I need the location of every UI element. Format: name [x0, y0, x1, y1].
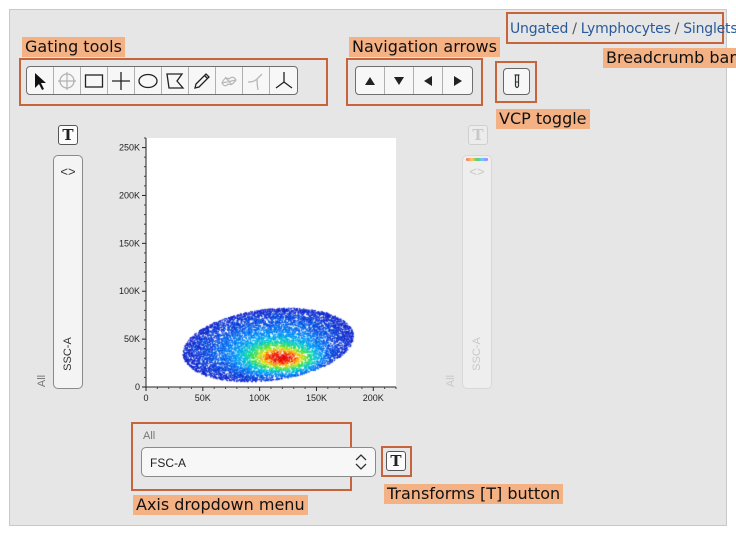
- breadcrumb: Ungated / Lymphocytes / Singlets: [510, 21, 736, 37]
- y-axis-population: All: [36, 374, 49, 388]
- chevron-expand-icon: <>: [469, 164, 485, 179]
- triangle-down-icon: [394, 76, 404, 85]
- callout-breadcrumb-bar: Breadcrumb bar: [603, 48, 736, 68]
- x-transforms-button[interactable]: T: [386, 451, 406, 471]
- spider-gate-icon: [275, 71, 292, 89]
- gating-toolbar: [26, 66, 298, 95]
- navigation-arrows: [355, 66, 473, 95]
- curly-quadrant-tool-button[interactable]: [243, 67, 270, 94]
- y2-transforms-button[interactable]: T: [468, 125, 488, 145]
- chevron-expand-icon: <>: [60, 164, 76, 179]
- plot-area[interactable]: [146, 138, 396, 387]
- y2-axis-param: SSC-A: [471, 337, 483, 371]
- freehand-tool-button[interactable]: [189, 67, 216, 94]
- triangle-right-icon: [453, 75, 462, 86]
- pointer-tool-button[interactable]: [27, 67, 54, 94]
- polygon-icon: [166, 72, 185, 89]
- callout-gating-tools: Gating tools: [22, 37, 125, 57]
- y2-axis-dropdown[interactable]: <> SSC-A: [462, 155, 492, 389]
- nav-up-button[interactable]: [356, 67, 385, 94]
- callout-axis-dropdown: Axis dropdown menu: [133, 495, 308, 515]
- spider-web-icon: [221, 76, 237, 86]
- breadcrumb-item-lymphocytes[interactable]: Lymphocytes: [580, 21, 671, 37]
- highlight-gating-tools: [19, 58, 328, 106]
- ellipse-tool-button[interactable]: [135, 67, 162, 94]
- breadcrumb-separator: /: [572, 21, 577, 37]
- triangle-up-icon: [365, 76, 375, 85]
- polygon-tool-button[interactable]: [162, 67, 189, 94]
- rectangle-icon: [84, 73, 104, 88]
- curly-quadrant-icon: [247, 73, 263, 90]
- y-axis-dropdown[interactable]: <> SSC-A: [53, 155, 83, 389]
- highlight-vcp-toggle: [495, 61, 537, 103]
- pointer-icon: [35, 72, 46, 90]
- crosshair-tool-button[interactable]: [54, 67, 81, 94]
- breadcrumb-item-singlets[interactable]: Singlets: [683, 21, 736, 37]
- breadcrumb-separator: /: [674, 21, 680, 37]
- quadrant-tool-button[interactable]: [108, 67, 135, 94]
- ellipse-icon: [138, 73, 158, 88]
- density-plot: [146, 138, 396, 387]
- chevron-up-down-icon: [355, 454, 367, 470]
- callout-navigation-arrows: Navigation arrows: [349, 37, 500, 57]
- highlight-transforms-button: [381, 446, 412, 477]
- spider-tool-button[interactable]: [270, 67, 297, 94]
- highlight-navigation-arrows: [346, 58, 483, 106]
- highlight-breadcrumb-bar: [506, 12, 724, 44]
- vcp-toggle-button[interactable]: [503, 68, 530, 95]
- nav-right-button[interactable]: [443, 67, 472, 94]
- nav-left-button[interactable]: [414, 67, 443, 94]
- breadcrumb-item-ungated[interactable]: Ungated: [510, 21, 569, 37]
- pencil-icon: [194, 72, 210, 89]
- nav-down-button[interactable]: [385, 67, 414, 94]
- crosshair-icon: [58, 71, 76, 90]
- callout-vcp-toggle: VCP toggle: [496, 109, 590, 129]
- rectangle-tool-button[interactable]: [81, 67, 108, 94]
- test-tube-icon: [514, 73, 519, 88]
- y-transforms-button[interactable]: T: [58, 125, 78, 145]
- x-axis-param: FSC-A: [150, 456, 186, 470]
- quadrant-icon: [112, 71, 130, 90]
- callout-transforms-button: Transforms [T] button: [384, 484, 564, 504]
- y-axis-param: SSC-A: [62, 337, 74, 371]
- triangle-left-icon: [424, 75, 432, 86]
- color-strip: [466, 158, 488, 161]
- spider-web-tool-button[interactable]: [216, 67, 243, 94]
- y2-axis-population: All: [445, 374, 458, 388]
- x-axis-population: All: [143, 430, 156, 442]
- x-axis-dropdown[interactable]: FSC-A: [141, 447, 376, 477]
